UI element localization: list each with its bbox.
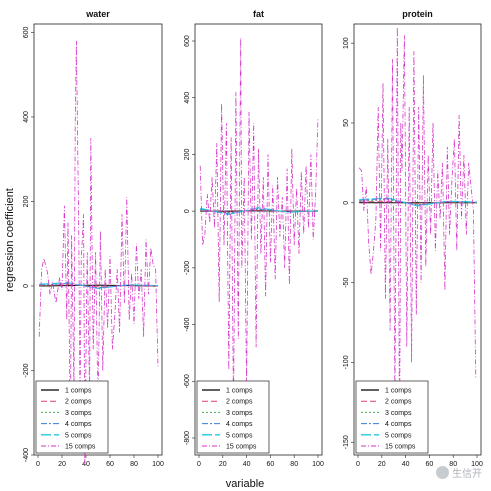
y-tick-label: 100 (343, 37, 350, 49)
series-line-15-comps (199, 38, 319, 410)
y-tick-label: -150 (343, 435, 350, 449)
plot-frame (194, 23, 323, 456)
x-tick-label: 100 (312, 461, 324, 468)
legend-label: 1 comps (65, 388, 92, 395)
legend-label: 4 comps (226, 421, 253, 428)
legend: 1 comps 2 comps 3 comps 4 comps 5 comps 15 co… (35, 380, 109, 454)
legend-box (35, 380, 109, 454)
series-line-5-comps (200, 207, 319, 216)
x-tick-label: 60 (106, 461, 114, 468)
legend-label: 4 comps (65, 421, 92, 428)
y-tick-label: -800 (184, 431, 191, 445)
panel-title: protein (402, 9, 433, 19)
legend-label: 15 comps (385, 444, 416, 451)
x-tick-label: 20 (58, 461, 66, 468)
x-tick-label: 20 (378, 461, 386, 468)
x-tick-label: 40 (82, 461, 90, 468)
panel-protein: protein 0 20 40 60 80 100 -150 -100 -50 0 50 100 1 co… (343, 9, 483, 468)
legend-label: 5 comps (65, 432, 92, 439)
watermark-logo: 生信开 (436, 462, 488, 482)
y-tick-label: 400 (23, 111, 30, 123)
legend-label: 3 comps (385, 410, 412, 417)
y-tick-label: -50 (343, 277, 350, 287)
x-tick-label: 80 (449, 461, 457, 468)
x-tick-label: 0 (356, 461, 360, 468)
legend-box (196, 380, 270, 454)
series-line-2-comps (359, 200, 478, 205)
panel-title: water (85, 9, 110, 19)
series-line-1-comps (39, 284, 159, 287)
y-tick-label: 600 (23, 27, 30, 39)
x-tick-label: 0 (36, 461, 40, 468)
legend-label: 5 comps (385, 432, 412, 439)
x-tick-label: 40 (243, 461, 251, 468)
y-tick-label: 0 (23, 284, 30, 288)
y-tick-label: 400 (184, 92, 191, 104)
legend-label: 3 comps (226, 410, 253, 417)
y-tick-label: -400 (184, 317, 191, 331)
y-tick-label: -200 (23, 363, 30, 377)
x-tick-label: 0 (197, 461, 201, 468)
y-tick-label: -400 (23, 448, 30, 462)
series-line-4-comps (359, 198, 478, 206)
legend-label: 2 comps (65, 399, 92, 406)
y-axis-title: regression coefficient (4, 188, 16, 292)
y-tick-label: -200 (184, 261, 191, 275)
y-tick-label: -600 (184, 374, 191, 388)
plot-frame (33, 23, 163, 456)
legend-label: 1 comps (385, 388, 412, 395)
y-tick-label: -100 (343, 355, 350, 369)
legend-label: 2 comps (226, 399, 253, 406)
x-tick-label: 40 (402, 461, 410, 468)
x-tick-label: 60 (267, 461, 275, 468)
x-tick-label: 100 (152, 461, 164, 468)
x-tick-label: 60 (426, 461, 434, 468)
legend-label: 3 comps (65, 410, 92, 417)
legend-box (355, 380, 429, 454)
panel-water: water 0 20 40 60 80 100 -400 -200 0 200 400 600 1 com… (23, 9, 164, 468)
panel-fat: fat 0 20 40 60 80 100 -800 -600 -400 -200 0 200 400 60… (184, 9, 324, 468)
y-tick-label: 200 (184, 148, 191, 160)
y-tick-label: 50 (343, 119, 350, 127)
x-tick-label: 80 (130, 461, 138, 468)
plot-frame (353, 23, 482, 456)
wechat-icon (436, 465, 449, 479)
x-tick-label: 80 (290, 461, 298, 468)
legend-label: 4 comps (385, 421, 412, 428)
y-tick-label: 600 (184, 35, 191, 47)
series-line-15-comps (358, 27, 477, 443)
y-tick-label: 200 (23, 196, 30, 208)
legend-label: 15 comps (226, 444, 257, 451)
x-axis-title: variable (226, 478, 265, 490)
series-line-5-comps (39, 282, 159, 290)
x-tick-label: 100 (471, 461, 483, 468)
legend: 1 comps 2 comps 3 comps 4 comps 5 comps 15 co… (196, 380, 270, 454)
x-tick-label: 20 (219, 461, 227, 468)
y-tick-label: 0 (343, 201, 350, 205)
series-line-2-comps (200, 209, 319, 213)
y-tick-label: 0 (184, 209, 191, 213)
legend-label: 2 comps (385, 399, 412, 406)
panel-title: fat (253, 9, 264, 19)
legend-label: 5 comps (226, 432, 253, 439)
series-line-15-comps (38, 40, 159, 464)
watermark-text: 生信开 (452, 468, 482, 480)
legend-label: 15 comps (65, 444, 96, 451)
legend: 1 comps 2 comps 3 comps 4 comps 5 comps 15 co… (355, 380, 429, 454)
legend-label: 1 comps (226, 388, 253, 395)
